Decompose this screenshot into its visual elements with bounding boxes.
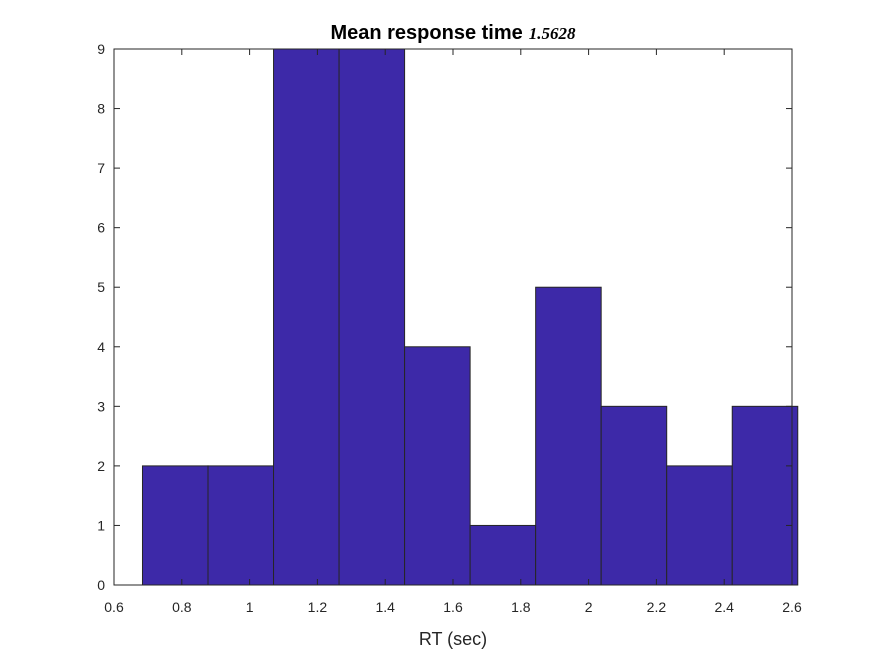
x-tick-label: 2.2 bbox=[647, 599, 667, 615]
histogram-bar bbox=[600, 405, 668, 586]
y-tick-label: 0 bbox=[97, 577, 105, 593]
x-tick-label: 1.6 bbox=[443, 599, 463, 615]
histogram-bar bbox=[469, 524, 537, 586]
histogram-bar bbox=[207, 465, 275, 586]
x-tick-label: 1.8 bbox=[511, 599, 531, 615]
y-tick-label: 1 bbox=[97, 517, 105, 533]
bars-group bbox=[141, 48, 799, 586]
histogram-bar bbox=[731, 405, 799, 586]
histogram-bar bbox=[404, 346, 471, 586]
y-tick-label: 3 bbox=[97, 398, 105, 414]
histogram-bar bbox=[338, 48, 406, 586]
histogram-bar bbox=[666, 465, 733, 586]
x-tick-label: 1.2 bbox=[308, 599, 328, 615]
chart-title-value: 1.5628 bbox=[529, 24, 576, 43]
x-tick-label: 2.6 bbox=[782, 599, 802, 615]
x-tick-label: 0.6 bbox=[104, 599, 124, 615]
x-tick-label: 1.4 bbox=[375, 599, 395, 615]
x-tick-label: 0.8 bbox=[172, 599, 192, 615]
histogram-bar bbox=[273, 48, 340, 586]
x-tick-label: 1 bbox=[246, 599, 254, 615]
y-tick-labels: 0 1 2 3 4 5 6 7 8 9 bbox=[97, 41, 105, 593]
x-tick-labels: 0.6 0.8 1 1.2 1.4 1.6 1.8 2 2.2 2.4 2.6 bbox=[104, 599, 802, 615]
chart-title: Mean response time 1.5628 bbox=[330, 22, 576, 44]
chart-title-text: Mean response time bbox=[330, 22, 522, 44]
histogram-bar bbox=[141, 465, 209, 586]
y-tick-label: 7 bbox=[97, 160, 105, 176]
y-tick-label: 9 bbox=[97, 41, 105, 57]
y-tick-label: 6 bbox=[97, 220, 105, 236]
y-tick-label: 4 bbox=[97, 339, 105, 355]
y-tick-label: 5 bbox=[97, 279, 105, 295]
y-tick-label: 2 bbox=[97, 458, 105, 474]
x-tick-label: 2.4 bbox=[714, 599, 734, 615]
x-axis-label: RT (sec) bbox=[419, 629, 487, 649]
x-tick-label: 2 bbox=[585, 599, 593, 615]
histogram-bar bbox=[535, 286, 602, 586]
y-tick-label: 8 bbox=[97, 101, 105, 117]
ticks-group bbox=[113, 48, 793, 586]
